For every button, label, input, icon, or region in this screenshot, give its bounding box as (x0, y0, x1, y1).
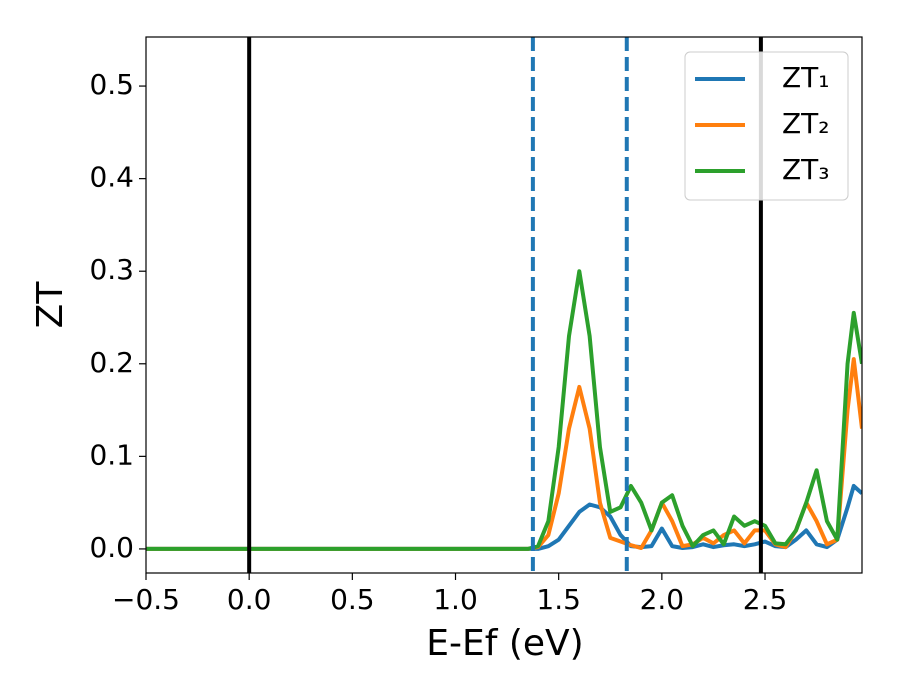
series-line (146, 269, 862, 551)
y-tick-label: 0.0 (89, 531, 134, 564)
y-tick-label: 0.1 (89, 438, 134, 471)
plot-area (146, 37, 862, 573)
x-tick-label: 1.0 (433, 583, 478, 616)
legend-label: ZT₃ (782, 153, 830, 186)
legend-label: ZT₂ (782, 107, 830, 140)
x-tick-label: 0.0 (227, 583, 272, 616)
series-line (146, 357, 862, 551)
y-tick-label: 0.5 (89, 68, 134, 101)
y-axis-label: ZT (30, 281, 71, 329)
y-tick-label: 0.2 (89, 346, 134, 379)
x-tick-label: 1.5 (536, 583, 581, 616)
axes-frame (145, 36, 863, 574)
x-tick-label: 2.5 (743, 583, 788, 616)
y-tick-label: 0.4 (89, 161, 134, 194)
x-axis-label: E-Ef (eV) (426, 623, 583, 664)
y-tick-label: 0.3 (89, 253, 134, 286)
legend-box (684, 51, 849, 201)
x-tick-label: 2.0 (640, 583, 685, 616)
series-line (146, 483, 862, 551)
legend-label: ZT₁ (782, 61, 830, 94)
x-tick-label: 0.5 (330, 583, 375, 616)
x-tick-label: −0.5 (112, 583, 180, 616)
